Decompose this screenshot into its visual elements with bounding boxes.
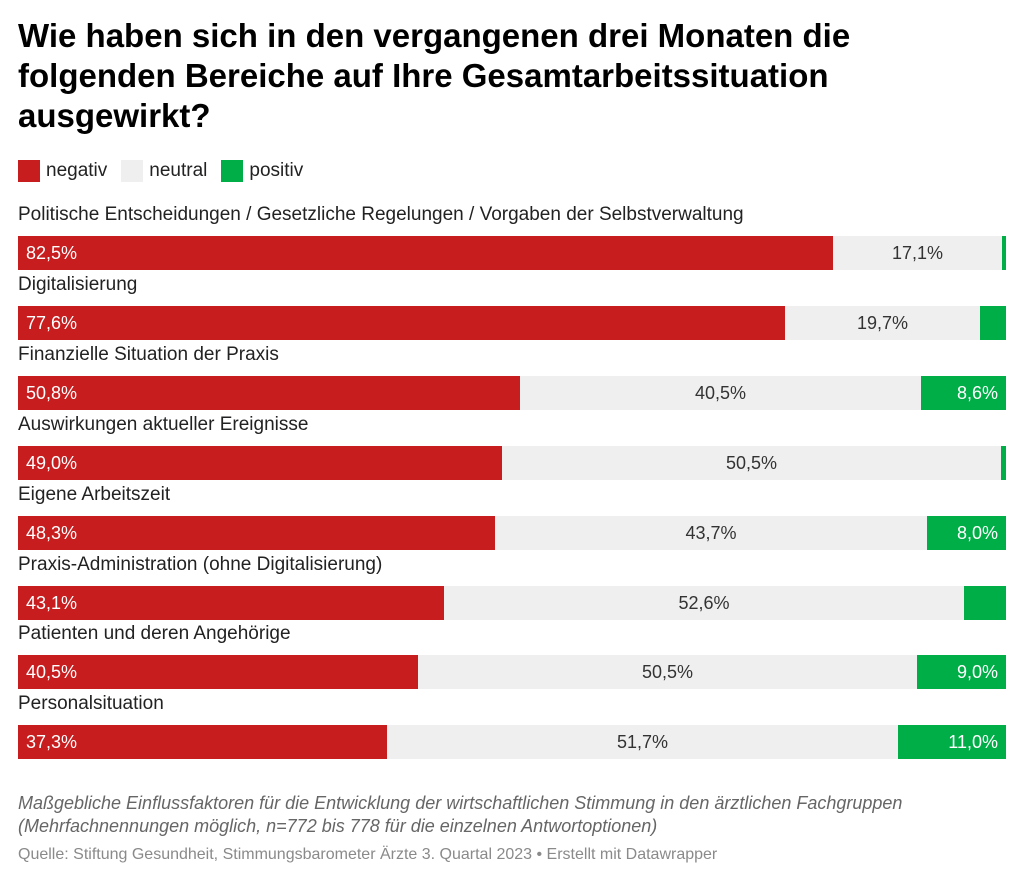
- bar-segment-positiv: [1002, 236, 1006, 270]
- bar-segment-negativ: 43,1%: [18, 585, 444, 620]
- category-label: Eigene Arbeitszeit: [18, 483, 171, 505]
- data-label: 8,6%: [956, 382, 998, 403]
- category-label: Patienten und deren Angehörige: [18, 623, 291, 645]
- category-label: Auswirkungen aktueller Ereignisse: [18, 413, 309, 435]
- data-label: 37,3%: [26, 732, 78, 753]
- stacked-bar: 40,5% 50,5% 9,0%: [18, 655, 1006, 690]
- bar-segment-positiv: 9,0%: [917, 655, 1006, 690]
- legend-item-positiv: positiv: [221, 160, 303, 182]
- data-label: 82,5%: [26, 243, 78, 263]
- bar-segment-neutral: 50,5%: [418, 655, 917, 690]
- legend-item-neutral: neutral: [121, 160, 207, 182]
- bar-segment-negativ: 77,6%: [18, 305, 785, 340]
- category-label: Praxis-Administration (ohne Digitalisier…: [18, 553, 383, 575]
- bar-segment-positiv: [1001, 445, 1006, 480]
- bar-segment-neutral: 19,7%: [785, 305, 980, 340]
- bar-segment-positiv: 11,0%: [898, 725, 1006, 760]
- data-label: 48,3%: [26, 522, 78, 543]
- data-label: 19,7%: [856, 312, 909, 333]
- stacked-bar: 43,1% 52,6%: [18, 585, 1006, 620]
- data-label: 51,7%: [616, 732, 669, 753]
- bar-segment-positiv: [980, 305, 1006, 340]
- bar-segment-negativ: 37,3%: [18, 725, 387, 760]
- bar-segment-neutral: 43,7%: [495, 515, 927, 550]
- stacked-bar: 49,0% 50,5%: [18, 445, 1006, 480]
- category-label: Digitalisierung: [18, 273, 138, 295]
- chart-notes: Maßgebliche Einflussfaktoren für die Ent…: [18, 793, 903, 836]
- chart-title: Wie haben sich in den vergangenen drei M…: [18, 17, 851, 134]
- data-label: 40,5%: [26, 662, 78, 683]
- legend-item-negativ: negativ: [18, 160, 107, 182]
- legend-label-positiv: positiv: [249, 160, 304, 181]
- data-label: 11,0%: [948, 732, 998, 753]
- stacked-bar: 48,3% 43,7% 8,0%: [18, 515, 1006, 550]
- legend-swatch-positiv: [221, 160, 244, 182]
- bar-segment-neutral: 51,7%: [387, 725, 898, 760]
- stacked-bar: 82,5% 17,1%: [18, 236, 1006, 270]
- data-label: 43,1%: [26, 592, 78, 613]
- bar-segment-negativ: 82,5%: [18, 236, 833, 270]
- stacked-bar: 37,3% 51,7% 11,0%: [18, 725, 1006, 760]
- data-label: 49,0%: [26, 452, 78, 473]
- bar-segment-negativ: 40,5%: [18, 655, 418, 690]
- category-label: Finanzielle Situation der Praxis: [18, 343, 279, 365]
- bar-segment-negativ: 49,0%: [18, 445, 502, 480]
- data-label: 17,1%: [891, 243, 944, 263]
- stacked-bar: 50,8% 40,5% 8,6%: [18, 375, 1006, 410]
- stacked-bar: 77,6% 19,7%: [18, 305, 1006, 340]
- data-label: 52,6%: [678, 592, 730, 613]
- category-label: Politische Entscheidungen / Gesetzliche …: [18, 204, 744, 225]
- bar-segment-positiv: 8,6%: [921, 375, 1006, 410]
- bar-segment-neutral: 52,6%: [444, 585, 964, 620]
- legend-label-neutral: neutral: [149, 160, 208, 181]
- bar-segment-neutral: 50,5%: [502, 445, 1001, 480]
- data-label: 50,5%: [641, 662, 694, 683]
- data-label: 50,8%: [26, 382, 78, 403]
- legend-label-negativ: negativ: [46, 160, 108, 181]
- category-label: Personalsituation: [18, 693, 164, 715]
- data-label: 9,0%: [956, 662, 998, 683]
- data-label: 40,5%: [694, 382, 747, 403]
- data-label: 43,7%: [685, 522, 737, 543]
- bar-segment-neutral: 40,5%: [520, 375, 921, 410]
- legend-swatch-negativ: [18, 160, 40, 182]
- bar-segment-neutral: 17,1%: [833, 236, 1002, 270]
- data-label: 77,6%: [26, 312, 78, 333]
- data-label: 50,5%: [725, 452, 778, 473]
- chart-source: Quelle: Stiftung Gesundheit, Stimmungsba…: [18, 846, 718, 863]
- legend-swatch-neutral: [121, 160, 144, 182]
- legend: negativ neutral positiv: [18, 158, 317, 184]
- bar-segment-positiv: [964, 585, 1006, 620]
- bar-segment-negativ: 48,3%: [18, 515, 495, 550]
- data-label: 8,0%: [956, 522, 998, 543]
- bar-segment-positiv: 8,0%: [927, 515, 1006, 550]
- bar-segment-negativ: 50,8%: [18, 375, 520, 410]
